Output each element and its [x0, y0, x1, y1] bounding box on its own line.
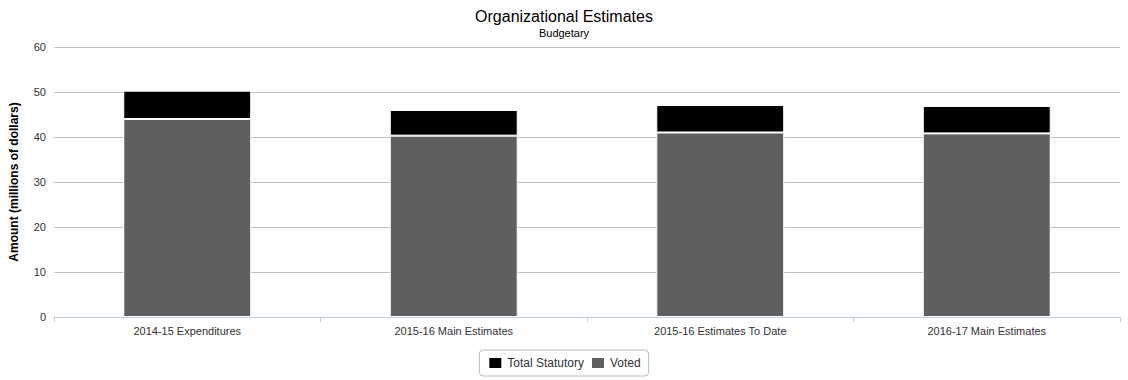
svg-text:50: 50	[34, 86, 46, 98]
svg-text:2016-17 Main Estimates: 2016-17 Main Estimates	[927, 325, 1046, 337]
svg-text:10: 10	[34, 266, 46, 278]
svg-text:Total Statutory: Total Statutory	[507, 356, 584, 370]
svg-text:2015-16 Estimates To Date: 2015-16 Estimates To Date	[654, 325, 786, 337]
svg-text:30: 30	[34, 176, 46, 188]
svg-text:Budgetary: Budgetary	[539, 27, 590, 39]
svg-text:0: 0	[40, 311, 46, 323]
svg-text:2014-15 Expenditures: 2014-15 Expenditures	[133, 325, 241, 337]
svg-text:60: 60	[34, 41, 46, 53]
svg-text:40: 40	[34, 131, 46, 143]
svg-text:Amount (millions of dollars): Amount (millions of dollars)	[7, 102, 21, 261]
svg-text:Voted: Voted	[610, 356, 641, 370]
svg-text:2015-16 Main Estimates: 2015-16 Main Estimates	[394, 325, 513, 337]
svg-text:20: 20	[34, 221, 46, 233]
svg-text:Organizational Estimates: Organizational Estimates	[475, 8, 653, 25]
